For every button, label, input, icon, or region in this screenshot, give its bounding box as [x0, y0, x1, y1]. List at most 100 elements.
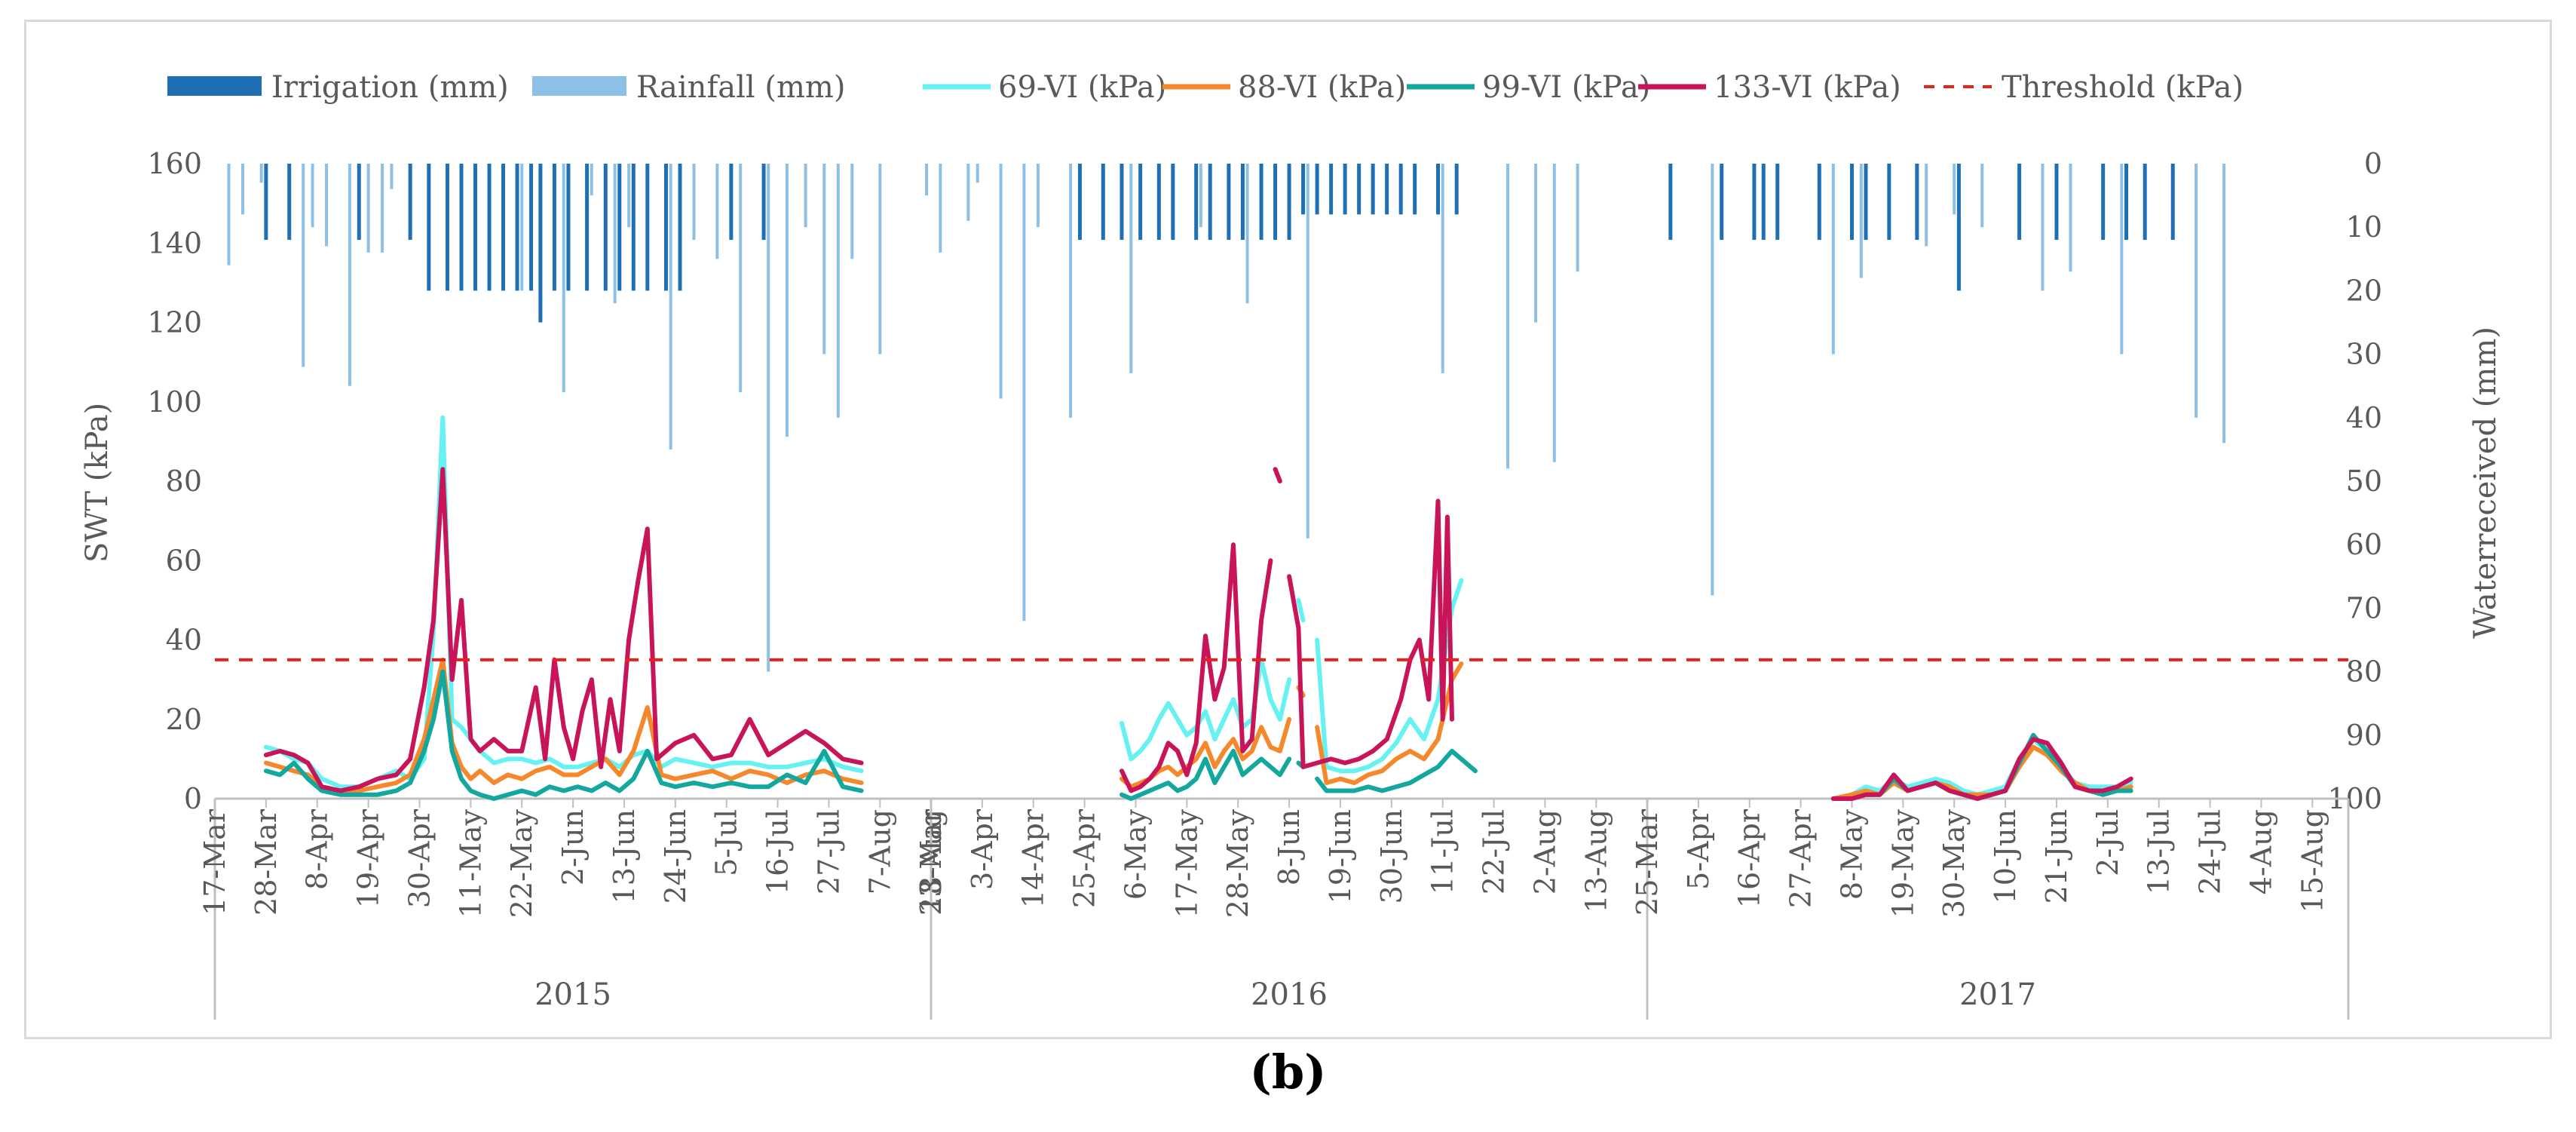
irrigation-bar [1273, 164, 1278, 241]
irrigation-bar [473, 164, 478, 291]
irrigation-bar [1915, 164, 1919, 241]
rainfall-bar [2195, 164, 2198, 418]
irrigation-bar [1138, 164, 1143, 241]
y-tick-left: 60 [166, 544, 202, 577]
irrigation-bar [1171, 164, 1175, 241]
legend-label: Rainfall (mm) [636, 70, 845, 105]
irrigation-bar [1956, 164, 1961, 291]
irrigation-bar [552, 164, 556, 291]
irrigation-bar [1101, 164, 1105, 241]
irrigation-bar [1343, 164, 1347, 215]
x-tick-label: 23-Mar [914, 808, 948, 916]
y-tick-right: 0 [2364, 147, 2382, 180]
x-tick-label: 17-Mar [198, 808, 231, 916]
rainfall-bar [767, 164, 770, 672]
x-tick-label: 28-Mar [250, 808, 283, 916]
irrigation-bar [287, 164, 292, 241]
rainfall-bar [850, 164, 854, 259]
rainfall-bar [381, 164, 384, 253]
left-axis-ticks: 0 20 40 60 80 100 120 140 160 [147, 147, 202, 815]
rainfall-bar [1925, 164, 1928, 247]
rainfall-bar [939, 164, 942, 253]
irrigation-bar [1077, 164, 1082, 241]
rainfall-bar [348, 164, 351, 386]
irrigation-bar [264, 164, 268, 241]
rainfall-bar [966, 164, 970, 221]
rainfall-bar [311, 164, 314, 228]
irrigation-bar [1887, 164, 1891, 241]
y-tick-right: 40 [2346, 401, 2382, 434]
rainfall-bar [739, 164, 743, 393]
irrigation-bar [603, 164, 608, 291]
y-tick-right: 60 [2346, 528, 2382, 561]
rainfall-bar [613, 164, 617, 304]
y-tick-left: 120 [147, 306, 202, 339]
x-tick-label: 13-Aug [1579, 809, 1613, 913]
irrigation-bar [459, 164, 464, 291]
x-axis: 17-Mar 28-Mar 8-Apr 19-Apr 30-Apr 11-May 22-Ma… [198, 797, 2350, 1020]
irrigation-bar [1413, 164, 1417, 215]
rainfall-bar [692, 164, 696, 241]
irrigation-bar [1752, 164, 1757, 241]
irrigation-bar [1329, 164, 1334, 215]
x-tick-label: 22-Jul [1478, 809, 1511, 894]
irrigation-bar [678, 164, 682, 291]
year-label: 2015 [534, 977, 611, 1012]
x-tick-label: 24-Jun [659, 809, 692, 903]
rainfall-bar [627, 164, 631, 228]
irrigation-bar [538, 164, 543, 323]
rainfall-bar [1036, 164, 1040, 228]
rainfall-bar [520, 164, 524, 291]
legend-swatch [167, 76, 262, 96]
x-tick-label: 30-May [1937, 808, 1971, 918]
x-tick-label: 2-Jun [556, 809, 590, 885]
y-tick-left: 140 [147, 226, 202, 259]
irrigation-bar [501, 164, 506, 291]
irrigation-bar [2170, 164, 2175, 241]
x-tick-label: 22-May [505, 808, 538, 918]
x-tick-label: 21-Jun [2040, 809, 2073, 903]
x-tick-label: 5-Jul [710, 809, 743, 876]
series-line-99-vi [263, 669, 864, 801]
irrigation-bar [1864, 164, 1868, 241]
chart-frame [24, 20, 2552, 1039]
irrigation-bar [2143, 164, 2147, 241]
irrigation-bar [729, 164, 734, 241]
irrigation-bar [1454, 164, 1459, 215]
legend-label: Irrigation (mm) [271, 70, 509, 105]
rainfall-bar [1306, 164, 1309, 538]
y-tick-left: 100 [147, 385, 202, 419]
rainfall-bar [227, 164, 231, 265]
irrigation-bar [1287, 164, 1291, 241]
rainfall-bar [925, 164, 929, 196]
irrigation-bar [1668, 164, 1673, 241]
series-line-69-vi [1296, 597, 1306, 623]
y-axis-title-right: Waterreceived (mm) [2468, 327, 2503, 639]
y-tick-right: 90 [2346, 719, 2382, 752]
irrigation-bar [357, 164, 361, 241]
x-tick-label: 30-Jun [1375, 809, 1408, 903]
rainfall-bar [2120, 164, 2124, 354]
irrigation-bar [1156, 164, 1161, 241]
series-line-99-vi [1120, 748, 1292, 801]
rainfall-bar [2041, 164, 2045, 291]
year-label: 2016 [1251, 977, 1328, 1012]
series-line-133-vi [1120, 542, 1273, 793]
rainfall-bar [715, 164, 719, 259]
series-line-133-vi [263, 467, 864, 793]
x-tick-label: 2-Aug [1528, 809, 1561, 894]
irrigation-bar [1385, 164, 1389, 215]
x-tick-label: 8-Apr [301, 808, 334, 890]
y-tick-right: 10 [2346, 210, 2382, 244]
series-line-99-vi [1315, 748, 1478, 793]
legend-swatch [532, 76, 626, 96]
rainfall-bar [1506, 164, 1510, 469]
rainfall-bar [1199, 164, 1202, 228]
irrigation-bar [1398, 164, 1403, 215]
x-tick-label: 24-Jul [2194, 809, 2227, 894]
x-tick-label: 15-Aug [2296, 809, 2329, 913]
irrigation-bar [1775, 164, 1780, 241]
x-tick-label: 13-Jul [2143, 809, 2176, 894]
irrigation-bar [515, 164, 519, 291]
x-tick-label: 17-May [1170, 808, 1203, 918]
